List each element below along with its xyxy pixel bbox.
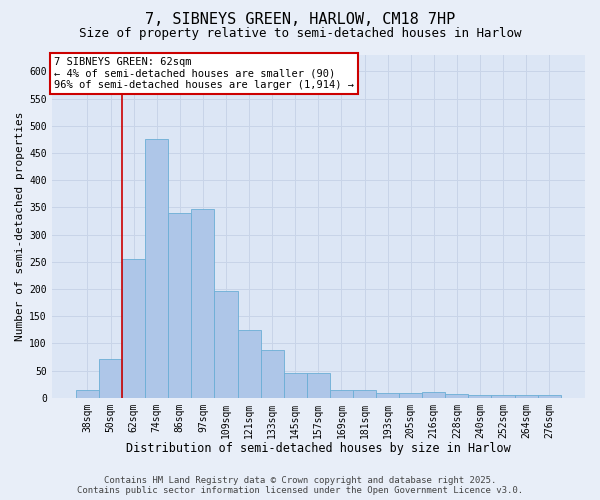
Bar xyxy=(515,395,538,398)
Bar xyxy=(214,290,238,398)
Bar xyxy=(538,395,561,398)
Bar xyxy=(469,395,491,398)
Bar xyxy=(191,209,214,398)
Bar xyxy=(376,394,399,398)
Bar xyxy=(422,392,445,398)
Bar xyxy=(260,350,284,398)
Text: Contains HM Land Registry data © Crown copyright and database right 2025.
Contai: Contains HM Land Registry data © Crown c… xyxy=(77,476,523,495)
X-axis label: Distribution of semi-detached houses by size in Harlow: Distribution of semi-detached houses by … xyxy=(126,442,511,455)
Bar xyxy=(399,394,422,398)
Text: Size of property relative to semi-detached houses in Harlow: Size of property relative to semi-detach… xyxy=(79,28,521,40)
Bar xyxy=(445,394,469,398)
Bar xyxy=(168,213,191,398)
Bar xyxy=(99,358,122,398)
Bar xyxy=(284,373,307,398)
Bar xyxy=(330,390,353,398)
Bar xyxy=(491,395,515,398)
Bar xyxy=(353,390,376,398)
Text: 7 SIBNEYS GREEN: 62sqm
← 4% of semi-detached houses are smaller (90)
96% of semi: 7 SIBNEYS GREEN: 62sqm ← 4% of semi-deta… xyxy=(55,56,355,90)
Text: 7, SIBNEYS GREEN, HARLOW, CM18 7HP: 7, SIBNEYS GREEN, HARLOW, CM18 7HP xyxy=(145,12,455,28)
Bar xyxy=(122,259,145,398)
Bar xyxy=(238,330,260,398)
Bar xyxy=(76,390,99,398)
Y-axis label: Number of semi-detached properties: Number of semi-detached properties xyxy=(15,112,25,341)
Bar xyxy=(145,140,168,398)
Bar xyxy=(307,373,330,398)
